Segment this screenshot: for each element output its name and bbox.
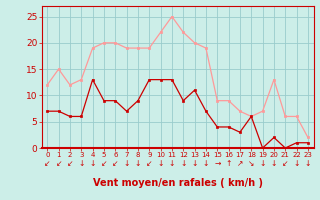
Text: ↙: ↙: [101, 159, 107, 168]
Text: ↙: ↙: [44, 159, 51, 168]
Text: ↙: ↙: [55, 159, 62, 168]
Text: ↓: ↓: [260, 159, 266, 168]
Text: →: →: [214, 159, 220, 168]
Text: ↑: ↑: [225, 159, 232, 168]
Text: ↙: ↙: [67, 159, 73, 168]
Text: ↓: ↓: [305, 159, 311, 168]
Text: ↓: ↓: [157, 159, 164, 168]
X-axis label: Vent moyen/en rafales ( km/h ): Vent moyen/en rafales ( km/h ): [92, 178, 263, 188]
Text: ↓: ↓: [89, 159, 96, 168]
Text: ↓: ↓: [180, 159, 187, 168]
Text: ↓: ↓: [293, 159, 300, 168]
Text: ↓: ↓: [203, 159, 209, 168]
Text: ↓: ↓: [191, 159, 198, 168]
Text: ↙: ↙: [146, 159, 152, 168]
Text: ↓: ↓: [78, 159, 84, 168]
Text: ↓: ↓: [135, 159, 141, 168]
Text: ↓: ↓: [124, 159, 130, 168]
Text: ↓: ↓: [169, 159, 175, 168]
Text: ↙: ↙: [282, 159, 288, 168]
Text: ↗: ↗: [237, 159, 243, 168]
Text: ↘: ↘: [248, 159, 254, 168]
Text: ↓: ↓: [271, 159, 277, 168]
Text: ↙: ↙: [112, 159, 118, 168]
